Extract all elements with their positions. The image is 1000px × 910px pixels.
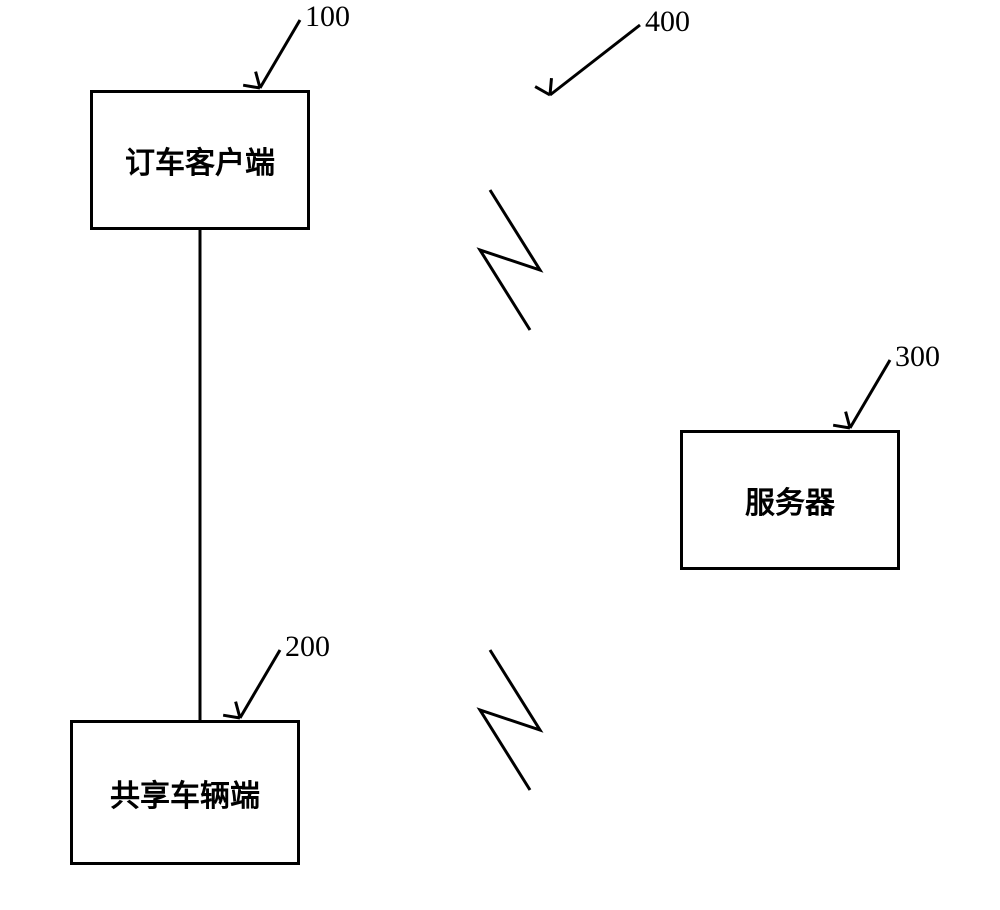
wireless-icon-bottom bbox=[480, 650, 540, 790]
leader-system bbox=[535, 25, 640, 99]
node-server-label: 服务器 bbox=[745, 478, 835, 522]
node-vehicle-label: 共享车辆端 bbox=[110, 771, 260, 815]
wireless-icon-top bbox=[480, 190, 540, 330]
leader-client bbox=[243, 20, 300, 93]
node-client-label: 订车客户端 bbox=[125, 138, 275, 182]
node-client: 订车客户端 bbox=[90, 90, 310, 230]
callout-system: 400 bbox=[645, 5, 690, 39]
callout-server: 300 bbox=[895, 340, 940, 374]
node-server: 服务器 bbox=[680, 430, 900, 570]
diagram-canvas: 订车客户端 100 共享车辆端 200 服务器 300 400 bbox=[0, 0, 1000, 910]
callout-client: 100 bbox=[305, 0, 350, 34]
leader-server bbox=[833, 360, 890, 433]
callout-vehicle: 200 bbox=[285, 630, 330, 664]
node-vehicle: 共享车辆端 bbox=[70, 720, 300, 865]
leader-vehicle bbox=[223, 650, 280, 723]
